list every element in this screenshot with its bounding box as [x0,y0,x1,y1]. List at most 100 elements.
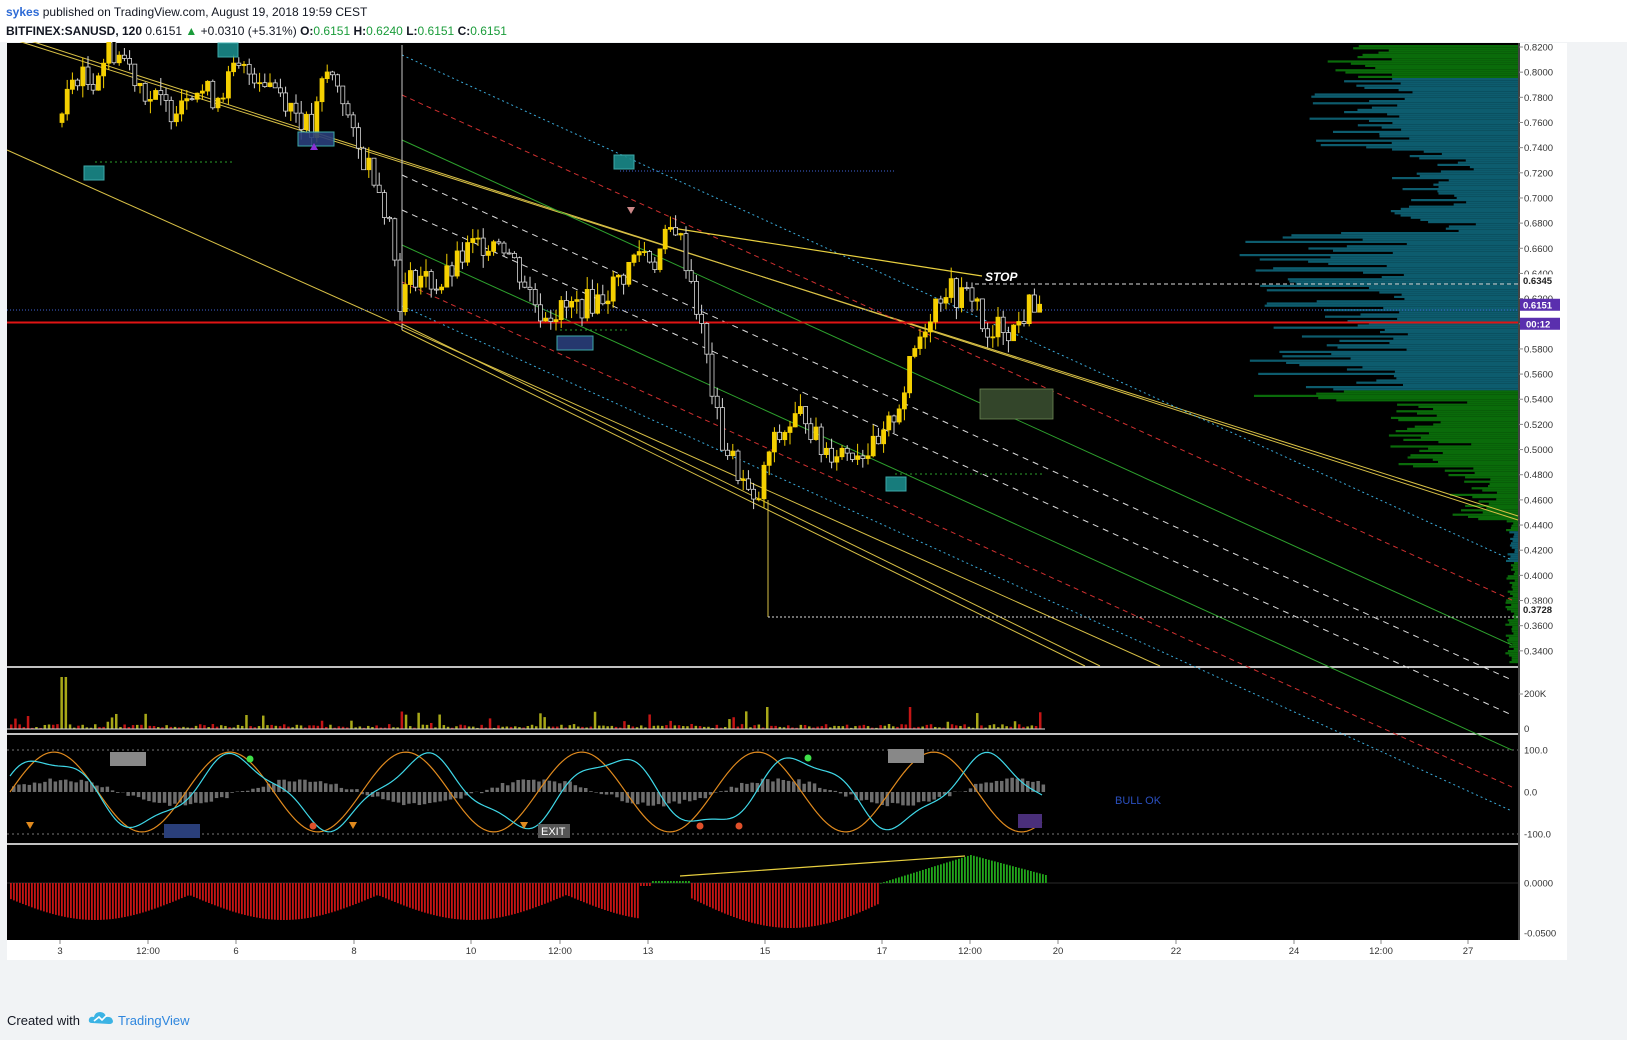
candle-body [102,63,106,76]
volume-bar [69,724,72,729]
time-tick-label: 17 [877,946,888,957]
osc-hist-bar [932,792,936,800]
candle-body [798,406,802,413]
volume-bar [947,722,950,729]
macd-bar [667,881,669,883]
macd-bar [301,883,303,919]
macd-bar [814,883,816,926]
macd-bar [448,883,450,918]
volume-profile-bar [1420,175,1518,177]
macd-bar [280,883,282,920]
volume-profile-bar [1356,382,1518,384]
macd-bar [955,860,957,883]
volume-profile-bar [1428,221,1518,223]
macd-bar [172,883,174,902]
volume-bar [115,714,118,729]
volume-profile-bar [1489,503,1518,505]
osc-hist-bar [745,784,749,792]
osc-hist-bar [589,791,593,792]
volume-profile-bar [1306,386,1518,388]
author-name[interactable]: sykes [6,5,39,19]
candle-body [1017,322,1021,326]
osc-hist-bar [646,792,650,806]
macd-bar [979,857,981,883]
candle-body [382,193,386,218]
volume-bar [123,724,126,729]
macd-bar [205,883,207,902]
volume-profile-bar [1336,399,1518,401]
macd-bar [487,883,489,919]
tradingview-link[interactable]: TradingView [118,1013,190,1028]
macd-bar [16,883,18,902]
time-tick-label: 27 [1463,946,1474,957]
volume-profile-bar [1457,197,1518,199]
low-value: 0.6151 [418,24,455,38]
price-tick-label: 0.5400 [1524,395,1553,406]
created-with-label: Created with [7,1013,80,1028]
candle-body [939,299,943,303]
candle-body [455,251,459,276]
volume-profile-bar [1512,626,1518,628]
macd-bar [1039,873,1041,883]
macd-bar [1021,869,1023,883]
macd-bar [454,883,456,919]
osc-hist-bar [111,790,115,792]
osc-hist-bar [308,782,312,792]
macd-bar [1024,869,1026,883]
osc-hist-bar [875,792,879,803]
candle-body [512,253,516,257]
osc-hist-bar [402,792,406,805]
macd-bar [703,883,705,904]
volume-bar [262,716,265,729]
osc-hist-bar [433,792,437,802]
volume-bar [900,724,903,729]
macd-bar [907,875,909,883]
candle-body [731,451,735,456]
osc-hist-bar [324,783,328,792]
tradingview-logo-icon[interactable] [88,1009,114,1032]
osc-hist-bar [584,788,588,792]
marked-low-label: 0.3728 [1523,605,1552,616]
price-tick-label: 0.7800 [1524,93,1553,104]
macd-bar [469,883,471,920]
time-tick-label: 10 [466,946,477,957]
candle-body [642,252,646,253]
osc-hist-bar [444,792,448,801]
volume-profile-bar [1513,566,1518,568]
volume-bar [531,725,534,729]
osc-hist-bar [256,788,260,792]
volume-bar [678,725,681,729]
macd-bar [19,883,21,903]
volume-bar [716,725,719,729]
candle-body [159,90,163,94]
volume-profile-bar [1511,527,1518,529]
candle-body [653,262,657,270]
macd-bar [256,883,258,918]
volume-bar [489,718,492,729]
macd-bar [700,883,702,903]
macd-bar [580,883,582,901]
volume-profile-bar [1509,531,1518,533]
macd-bar [379,883,381,896]
macd-bar [706,883,708,906]
candle-body [975,299,979,301]
price-tick-label: 0.5600 [1524,370,1553,381]
osc-hist-bar [199,792,203,803]
symbol-name[interactable]: BITFINEX:SANUSD, 120 [6,24,142,38]
osc-hist-bar [168,792,172,806]
osc-hist-bar [1036,781,1040,792]
volume-bar [1039,712,1042,729]
price-tick-label: 0.6800 [1524,219,1553,230]
volume-bar [543,717,546,729]
volume-bar [480,725,483,729]
volume-profile-bar [1395,212,1518,214]
volume-profile-bar [1513,632,1518,634]
volume-profile-bar [1392,122,1518,124]
osc-hist-bar [600,792,604,794]
volume-profile-bar [1399,463,1518,465]
macd-bar [145,883,147,912]
macd-bar [691,883,693,898]
volume-bar [1018,724,1021,729]
